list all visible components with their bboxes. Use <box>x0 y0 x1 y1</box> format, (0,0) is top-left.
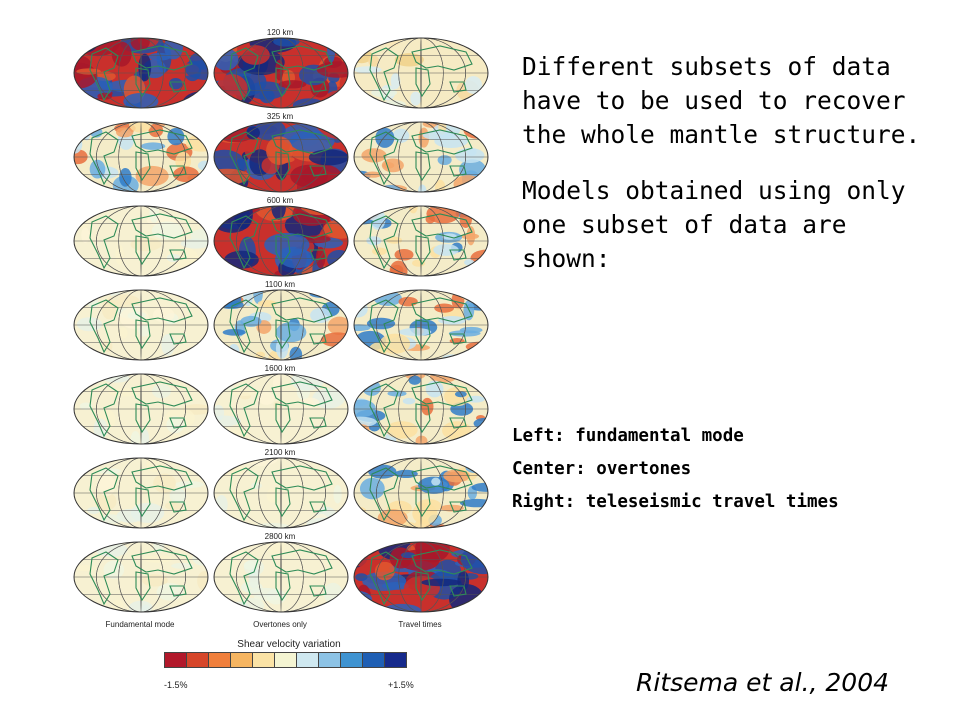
depth-label: 2800 km <box>264 532 296 541</box>
column-label-overtones: Overtones only <box>253 620 307 629</box>
tomography-map <box>73 541 209 613</box>
tomography-map <box>353 205 489 277</box>
tomography-map <box>353 373 489 445</box>
colorbar-swatch <box>296 652 319 668</box>
map-grid <box>73 37 489 613</box>
tomography-map <box>73 37 209 109</box>
column-label-travel-times: Travel times <box>398 620 442 629</box>
citation: Ritsema et al., 2004 <box>636 668 890 697</box>
column-legend: Left: fundamental mode Center: overtones… <box>512 420 839 519</box>
depth-label: 1100 km <box>264 280 296 289</box>
tomography-map <box>213 457 349 529</box>
tomography-map <box>353 289 489 361</box>
tomography-map <box>213 289 349 361</box>
colorbar-swatch <box>274 652 297 668</box>
tomography-map <box>213 541 349 613</box>
depth-label: 600 km <box>266 196 294 205</box>
description-paragraph-1: Different subsets of data have to be use… <box>522 52 921 149</box>
colorbar-max-label: +1.5% <box>388 680 414 690</box>
tomography-map <box>353 457 489 529</box>
colorbar-swatch <box>384 652 407 668</box>
colorbar-swatch <box>340 652 363 668</box>
column-label-fundamental: Fundamental mode <box>105 620 175 629</box>
colorbar-swatch <box>230 652 253 668</box>
tomography-map <box>73 373 209 445</box>
colorbar <box>164 652 407 668</box>
legend-center: Center: overtones <box>512 459 692 479</box>
colorbar-swatch <box>186 652 209 668</box>
depth-label: 325 km <box>266 112 294 121</box>
colorbar-swatch <box>362 652 385 668</box>
colorbar-swatch <box>208 652 231 668</box>
description-paragraph-2: Models obtained using only one subset of… <box>522 176 906 273</box>
tomography-map <box>353 37 489 109</box>
tomography-map <box>73 457 209 529</box>
tomography-map <box>353 121 489 193</box>
depth-label: 2100 km <box>264 448 296 457</box>
tomography-map <box>73 289 209 361</box>
legend-left: Left: fundamental mode <box>512 426 744 446</box>
tomography-map <box>213 121 349 193</box>
legend-right: Right: teleseismic travel times <box>512 492 839 512</box>
tomography-map <box>73 121 209 193</box>
tomography-map <box>213 37 349 109</box>
description: Different subsets of data have to be use… <box>522 50 942 298</box>
tomography-map <box>213 205 349 277</box>
colorbar-swatch <box>252 652 275 668</box>
tomography-map <box>73 205 209 277</box>
colorbar-title: Shear velocity variation <box>237 639 341 650</box>
tomography-map <box>353 541 489 613</box>
colorbar-swatch <box>164 652 187 668</box>
depth-label: 120 km <box>266 28 294 37</box>
tomography-map <box>213 373 349 445</box>
colorbar-swatch <box>318 652 341 668</box>
depth-label: 1600 km <box>264 364 296 373</box>
colorbar-min-label: -1.5% <box>164 680 188 690</box>
tomography-figure: 120 km 325 km 600 km 1100 km 1600 km 2100 km 2… <box>60 28 500 700</box>
